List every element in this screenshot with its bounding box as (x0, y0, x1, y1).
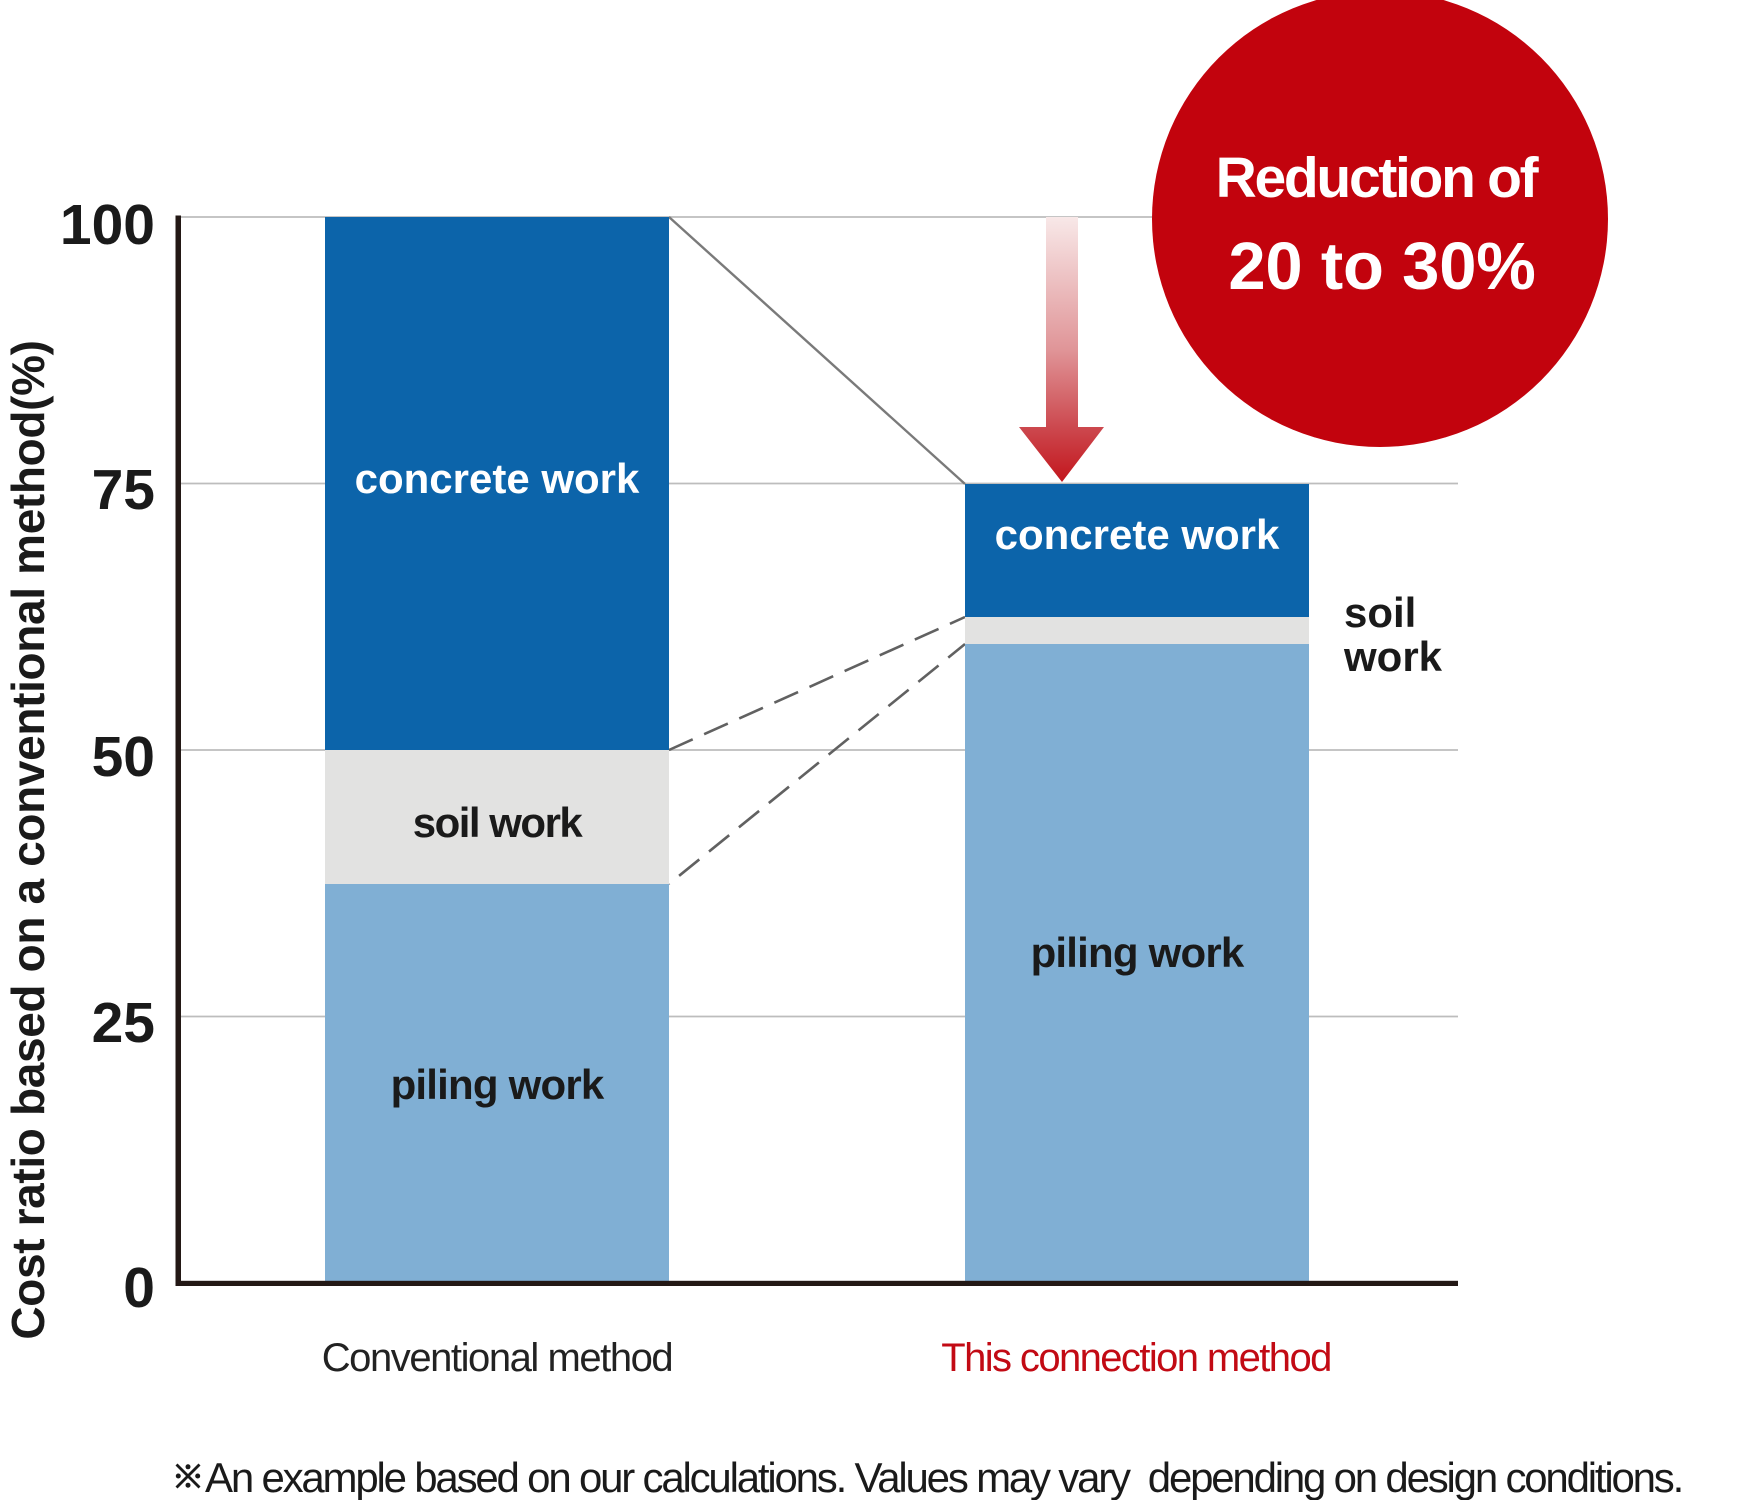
svg-text:work: work (1343, 633, 1443, 680)
svg-text:25: 25 (92, 991, 155, 1055)
svg-text:Reduction of: Reduction of (1216, 146, 1540, 210)
svg-text:An example based on our calcul: An example based on our calculations. Va… (205, 1454, 1682, 1500)
svg-text:100: 100 (60, 193, 155, 257)
svg-text:soil work: soil work (413, 799, 584, 846)
svg-text:Cost ratio based on a conventi: Cost ratio based on a conventional metho… (2, 340, 54, 1339)
svg-text:piling work: piling work (391, 1061, 605, 1108)
svg-text:75: 75 (92, 458, 155, 522)
svg-text:concrete work: concrete work (355, 455, 640, 502)
svg-text:soil: soil (1344, 589, 1416, 636)
svg-text:20 to 30%: 20 to 30% (1228, 229, 1535, 304)
svg-text:50: 50 (92, 725, 155, 789)
svg-text:Conventional method: Conventional method (322, 1336, 672, 1380)
svg-text:piling work: piling work (1031, 929, 1245, 976)
svg-text:concrete work: concrete work (995, 511, 1280, 558)
svg-text:This connection method: This connection method (941, 1336, 1331, 1380)
svg-text:0: 0 (123, 1256, 155, 1320)
